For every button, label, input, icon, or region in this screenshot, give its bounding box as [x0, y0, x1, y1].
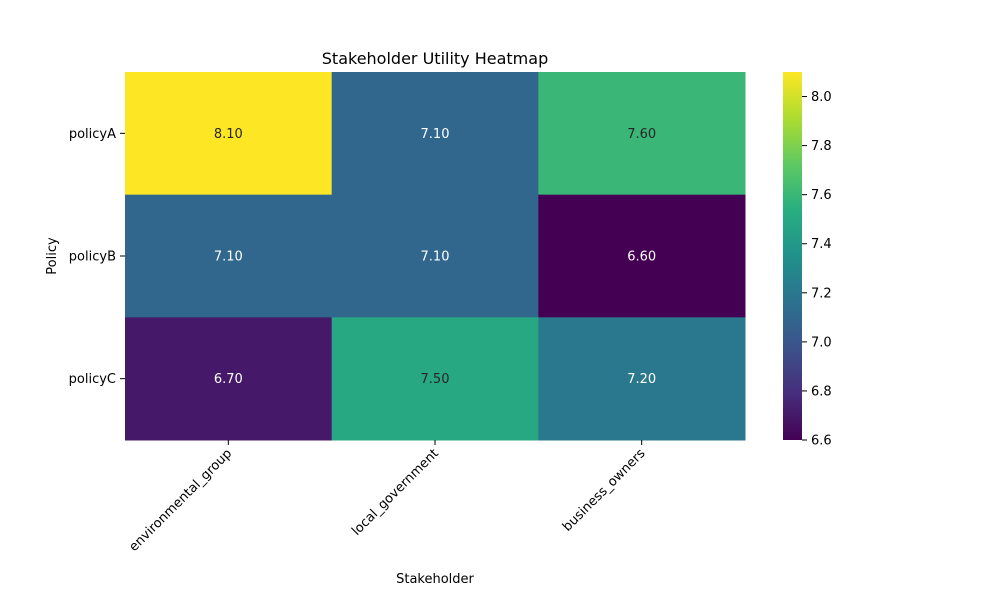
x-tick-label: business_owners: [560, 446, 649, 535]
colorbar: 6.6 6.8 7.0 7.2 7.4 7.6 7.8 8.0: [783, 72, 832, 449]
heatmap-cell: [331, 72, 539, 196]
colorbar-tick-label: 7.8: [811, 139, 832, 154]
cell-value-label: 8.10: [214, 127, 243, 142]
cell-value-label: 6.70: [214, 372, 243, 387]
cell-value-label: 6.60: [627, 250, 656, 265]
colorbar-tick-label: 6.8: [811, 384, 832, 399]
y-axis: policyA policyB policyC: [69, 127, 125, 387]
colorbar-ticks: 6.6 6.8 7.0 7.2 7.4 7.6 7.8 8.0: [802, 90, 832, 449]
colorbar-tick-label: 7.4: [811, 237, 832, 252]
x-axis: environmental_group local_government busin…: [127, 440, 649, 555]
colorbar-tick-label: 7.0: [811, 335, 832, 350]
heatmap-cell: [538, 194, 746, 318]
x-tick-label: environmental_group: [127, 446, 236, 555]
chart-title: Stakeholder Utility Heatmap: [322, 49, 548, 68]
heatmap-cell: [125, 72, 333, 196]
heatmap-cell: [331, 317, 539, 441]
x-axis-label: Stakeholder: [396, 572, 474, 587]
heatmap-cell: [538, 72, 746, 196]
heatmap-cell: [125, 317, 333, 441]
cell-value-label: 7.10: [421, 127, 450, 142]
colorbar-tick-label: 8.0: [811, 90, 832, 105]
cell-value-label: 7.60: [627, 127, 656, 142]
heatmap-cell: [125, 194, 333, 318]
y-tick-label: policyC: [69, 372, 116, 387]
heatmap-cell: [331, 194, 539, 318]
y-tick-label: policyA: [69, 127, 116, 142]
cell-value-label: 7.20: [627, 372, 656, 387]
heatmap-cells: [125, 72, 746, 441]
colorbar-tick-label: 6.6: [811, 434, 832, 449]
cell-value-label: 7.50: [421, 372, 450, 387]
cell-value-label: 7.10: [214, 250, 243, 265]
y-axis-label: Policy: [45, 237, 60, 275]
heatmap-cell-labels: 8.10 7.10 7.60 7.10 7.10 6.60 6.70 7.50 7.20: [214, 127, 656, 387]
colorbar-gradient: [783, 72, 802, 440]
heatmap-cell: [538, 317, 746, 441]
colorbar-tick-label: 7.6: [811, 188, 832, 203]
y-tick-label: policyB: [69, 250, 116, 265]
colorbar-tick-label: 7.2: [811, 286, 832, 301]
cell-value-label: 7.10: [421, 250, 450, 265]
x-tick-label: local_government: [349, 446, 442, 539]
